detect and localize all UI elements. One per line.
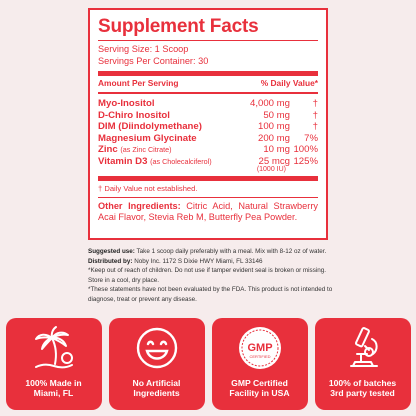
nutrient-dv: †	[312, 121, 318, 132]
nutrient-source: (as Cholecalciferol)	[150, 156, 212, 166]
serving-size: Serving Size: 1 Scoop	[98, 44, 189, 54]
nutrient-rows: Myo-Inositol 4,000 mg † D-Chiro Inositol…	[98, 94, 318, 174]
badge-third-party-tested: 100% of batches 3rd party tested	[314, 318, 411, 410]
palm-tree-icon	[34, 326, 73, 369]
thick-divider	[98, 71, 318, 76]
nutrient-name: Zinc	[98, 144, 118, 155]
nutrient-amount: 50 mg	[263, 109, 290, 121]
supplement-facts-panel: Supplement Facts Serving Size: 1 Scoop S…	[88, 8, 328, 240]
nutrient-row: Vitamin D3 (as Cholecalciferol) 25 mcg 1…	[98, 156, 318, 168]
dagger-note: † Daily Value not established.	[98, 184, 198, 193]
badge-label: 100% Made in Miami, FL	[25, 378, 82, 398]
nutrient-name: Magnesium Glycinate	[98, 132, 197, 144]
smiley-icon	[136, 327, 177, 369]
distributed-by-text: Noby Inc. 1172 S Dixie HWY Miami, FL 331…	[134, 257, 263, 265]
nutrient-dv: †	[312, 109, 318, 121]
nutrient-amount: 100 mg	[258, 121, 290, 132]
nutrient-name: Vitamin D3	[98, 155, 148, 167]
suggested-use-label: Suggested use:	[88, 248, 135, 255]
nutrient-name: D-Chiro Inositol	[98, 109, 170, 121]
facts-header-row: Amount Per Serving % Daily Value*	[98, 76, 318, 89]
label-notes: Suggested use: Take 1 scoop daily prefer…	[88, 247, 336, 305]
badge-label: GMP Certified Facility in USA	[229, 378, 290, 398]
other-ingredients-label: Other Ingredients:	[98, 201, 181, 211]
nutrient-row: DIM (Diindolymethane) 100 mg †	[98, 121, 318, 133]
facts-title: Supplement Facts	[98, 16, 259, 37]
distributed-by-label: Distributed by:	[88, 257, 133, 265]
nutrient-dv: 125%	[293, 155, 318, 167]
badge-made-in-miami: 100% Made in Miami, FL	[5, 318, 102, 410]
microscope-icon	[349, 327, 378, 367]
badge-no-artificial: No Artificial Ingredients	[108, 318, 205, 410]
badge-row: 100% Made in Miami, FL No Artificial Ing…	[0, 318, 416, 410]
servings-per-container: Servings Per Container: 30	[98, 56, 209, 66]
thick-divider	[98, 176, 318, 181]
distributed-by: Distributed by: Noby Inc. 1172 S Dixie H…	[88, 257, 336, 267]
badge-gmp: GMP CERTIFIED GMP Certified Facility in …	[211, 318, 308, 410]
nutrient-amount: 25 mcg	[258, 155, 290, 167]
fda-disclaimer: *These statements have not been evaluate…	[88, 286, 333, 303]
suggested-use-text: Take 1 scoop daily preferably with a mea…	[136, 248, 327, 255]
other-ingredients: Other Ingredients: Citric Acid, Natural …	[98, 198, 318, 223]
nutrient-row: Zinc (as Zinc Citrate) 10 mg 100%	[98, 144, 318, 156]
vitamin-d-iu: (1000 IU)	[256, 166, 286, 173]
divider	[98, 40, 318, 41]
nutrient-dv: 7%	[304, 132, 318, 144]
suggested-use: Suggested use: Take 1 scoop daily prefer…	[88, 247, 336, 257]
other-ingredients-text: Citric Acid, Natural Strawberry Acai Fla…	[98, 201, 318, 223]
nutrient-row: D-Chiro Inositol 50 mg †	[98, 110, 318, 122]
nutrient-amount: 200 mg	[258, 132, 290, 144]
gmp-seal-subtext: CERTIFIED	[249, 354, 270, 359]
nutrient-name: DIM (Diindolymethane)	[98, 121, 202, 132]
amount-per-serving-label: Amount Per Serving	[98, 78, 179, 88]
gmp-seal-text: GMP	[247, 342, 272, 354]
badge-label: 100% of batches 3rd party tested	[328, 378, 397, 398]
nutrient-name: Myo-Inositol	[98, 98, 155, 109]
nutrient-amount: 4,000 mg	[249, 98, 290, 109]
nutrient-row: Magnesium Glycinate 200 mg 7%	[98, 133, 318, 145]
nutrient-amount: 10 mg	[263, 144, 290, 155]
badge-label: No Artificial Ingredients	[132, 378, 181, 398]
nutrient-source: (as Zinc Citrate)	[120, 145, 172, 154]
gmp-seal-icon: GMP CERTIFIED	[238, 327, 281, 369]
warning-text: *Keep out of reach of children. Do not u…	[88, 267, 327, 284]
daily-value-label: % Daily Value*	[260, 78, 318, 88]
nutrient-dv: †	[312, 98, 318, 109]
nutrient-row: Myo-Inositol 4,000 mg †	[98, 98, 318, 110]
divider	[98, 92, 318, 94]
nutrient-dv: 100%	[293, 144, 318, 155]
divider	[98, 197, 318, 198]
